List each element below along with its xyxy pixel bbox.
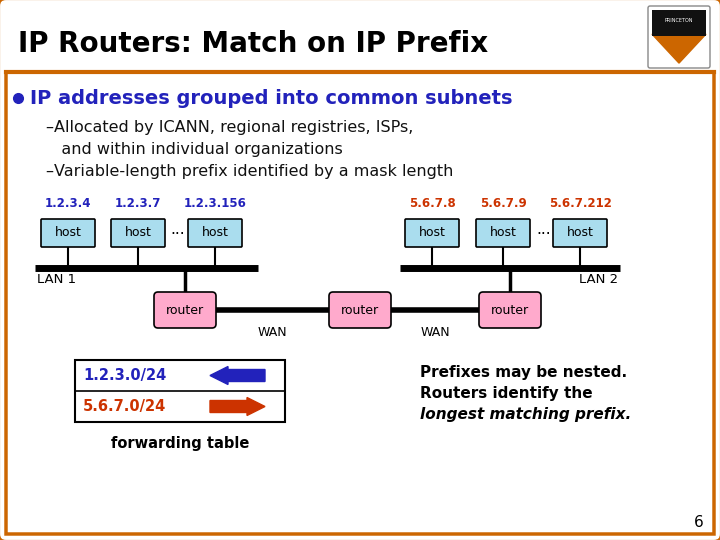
Text: 6: 6 (694, 515, 704, 530)
Text: host: host (202, 226, 228, 240)
Text: –Allocated by ICANN, regional registries, ISPs,: –Allocated by ICANN, regional registries… (46, 120, 413, 135)
Text: router: router (491, 303, 529, 316)
FancyBboxPatch shape (476, 219, 530, 247)
Text: PRINCETON: PRINCETON (665, 18, 693, 23)
FancyBboxPatch shape (6, 72, 714, 534)
FancyBboxPatch shape (111, 219, 165, 247)
Text: LAN 2: LAN 2 (579, 273, 618, 286)
Text: 5.6.7.212: 5.6.7.212 (549, 197, 611, 210)
Text: IP Routers: Match on IP Prefix: IP Routers: Match on IP Prefix (18, 30, 488, 58)
Text: ···: ··· (171, 227, 185, 242)
FancyBboxPatch shape (652, 10, 706, 36)
FancyBboxPatch shape (41, 219, 95, 247)
Text: forwarding table: forwarding table (111, 436, 249, 451)
Text: 5.6.7.9: 5.6.7.9 (480, 197, 526, 210)
FancyBboxPatch shape (188, 219, 242, 247)
Text: 1.2.3.7: 1.2.3.7 (114, 197, 161, 210)
Text: ···: ··· (536, 227, 552, 242)
FancyArrow shape (210, 367, 265, 384)
Text: Prefixes may be nested.: Prefixes may be nested. (420, 365, 627, 380)
Text: 1.2.3.4: 1.2.3.4 (45, 197, 91, 210)
FancyBboxPatch shape (154, 292, 216, 328)
Text: host: host (490, 226, 516, 240)
Text: longest matching prefix.: longest matching prefix. (420, 407, 631, 422)
Text: router: router (166, 303, 204, 316)
Text: IP addresses grouped into common subnets: IP addresses grouped into common subnets (30, 89, 513, 107)
Text: Routers identify the: Routers identify the (420, 386, 593, 401)
FancyBboxPatch shape (479, 292, 541, 328)
FancyBboxPatch shape (329, 292, 391, 328)
Text: 1.2.3.156: 1.2.3.156 (184, 197, 246, 210)
FancyBboxPatch shape (75, 360, 285, 422)
Text: 5.6.7.0/24: 5.6.7.0/24 (83, 399, 166, 414)
Text: WAN: WAN (258, 326, 287, 339)
Text: host: host (55, 226, 81, 240)
Text: host: host (125, 226, 151, 240)
FancyBboxPatch shape (648, 6, 710, 68)
FancyArrow shape (210, 397, 265, 415)
Text: –Variable-length prefix identified by a mask length: –Variable-length prefix identified by a … (46, 164, 454, 179)
FancyBboxPatch shape (553, 219, 607, 247)
Text: host: host (567, 226, 593, 240)
Text: WAN: WAN (420, 326, 450, 339)
FancyBboxPatch shape (405, 219, 459, 247)
Text: router: router (341, 303, 379, 316)
Text: host: host (418, 226, 446, 240)
Text: and within individual organizations: and within individual organizations (46, 142, 343, 157)
Text: 1.2.3.0/24: 1.2.3.0/24 (83, 368, 166, 383)
Text: 5.6.7.8: 5.6.7.8 (409, 197, 455, 210)
Text: LAN 1: LAN 1 (37, 273, 76, 286)
Polygon shape (652, 34, 706, 63)
